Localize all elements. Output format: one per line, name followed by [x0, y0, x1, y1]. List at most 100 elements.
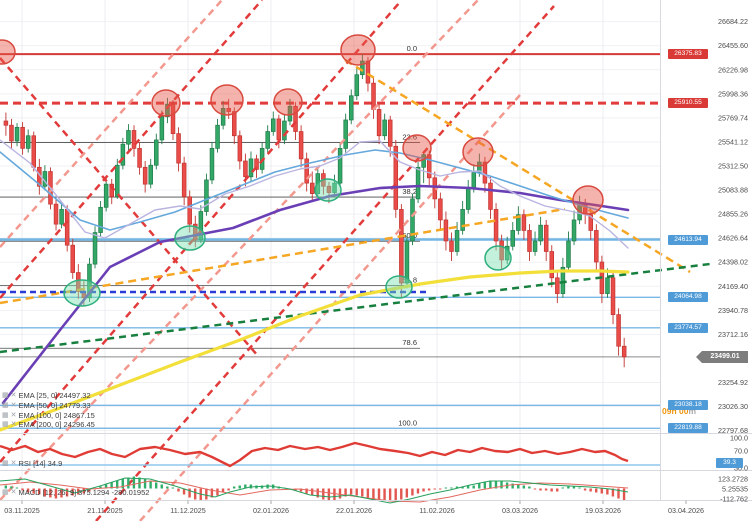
support-price-tag[interactable]: 24064.98 [668, 292, 708, 303]
swing-high-circle[interactable] [210, 84, 244, 116]
trendline-layer [0, 0, 711, 521]
support-price-tag[interactable]: 23774.57 [668, 322, 708, 333]
legend-row-rsi: ▦ ✕ RSI [14] 34.9 [2, 458, 62, 468]
swing-high-circle[interactable] [273, 88, 303, 116]
separator-layer [0, 0, 752, 501]
ema-100-line [1, 184, 630, 405]
axis-tick-label: 23026.30 [718, 402, 748, 411]
support-price-tag[interactable]: 23038.18 [668, 400, 708, 411]
time-axis[interactable]: 03.11.2025 21.11.2025 11.12.2025 02.01.2026… [4, 500, 704, 516]
swing-high-circle[interactable] [572, 185, 604, 215]
fib-label: 78.6 [402, 338, 417, 347]
descending-red[interactable] [0, 57, 259, 357]
rsi-line [0, 441, 629, 468]
axis-tick-label: 25769.74 [718, 113, 748, 122]
ema-50-line [0, 149, 629, 231]
axis-tick-label: 24626.64 [718, 234, 748, 243]
close-icon[interactable]: ✕ [10, 401, 17, 409]
candle-countdown: 09h 00m [662, 406, 697, 416]
legend-row-ema-200: ▦ ✕ EMA [200, 0] 24296.45 [2, 419, 95, 429]
axis-tick-label: 26226.98 [718, 65, 748, 74]
date-label: 21.11.2025 [87, 506, 122, 515]
date-label: 19.03.2026 [585, 506, 621, 515]
swing-low-circle[interactable] [385, 275, 413, 299]
axis-tick-label: 25312.50 [718, 162, 748, 171]
price-axis[interactable]: 26684.22 26455.60 26226.98 25998.36 25769.74… [718, 17, 748, 503]
swing-high-circle[interactable] [0, 39, 16, 65]
support-price-tag[interactable]: 22819.88 [668, 423, 708, 434]
close-icon[interactable]: ✕ [10, 420, 17, 428]
fib-label: 0.0 [407, 44, 417, 53]
legend-row-ema-50: ▦ ✕ EMA [50, 0] 24779.33 [2, 400, 91, 410]
ascending-red-3[interactable] [95, 5, 555, 521]
resistance-price-tag[interactable]: 25910.55 [668, 98, 708, 109]
grid-icon: ▦ [2, 401, 9, 409]
axis-tick-label: 25541.12 [718, 137, 748, 146]
swing-high-circle[interactable] [340, 34, 376, 66]
current-price-tag[interactable]: 23499.01 [696, 350, 748, 363]
date-label: 11.02.2026 [419, 506, 454, 515]
swing-low-circle[interactable] [63, 279, 101, 307]
axis-tick-label: 22797.68 [718, 426, 748, 435]
date-label: 03.04.2026 [668, 506, 704, 515]
swing-marker-layer [0, 34, 604, 307]
descending-orange[interactable] [344, 58, 691, 274]
grid-icon: ▦ [2, 391, 9, 399]
ema-25-line [0, 139, 629, 249]
ema-100-label: EMA [100, 0] 24867.15 [18, 410, 95, 420]
legend-row-macd: ▦ ✕ MACD [12, 26, 9] 375.1294 -280.01952 [2, 487, 149, 497]
grid-icon: ▦ [2, 411, 9, 419]
swing-low-circle[interactable] [484, 245, 512, 271]
ascending-red-1[interactable] [0, 0, 263, 299]
axis-tick-label: 30.0 [734, 464, 748, 473]
price-levels-layer [0, 53, 660, 429]
macd-label: MACD [12, 26, 9] 375.1294 -280.01952 [18, 487, 150, 497]
grid-icon: ▦ [2, 488, 9, 496]
ema-50-label: EMA [50, 0] 24779.33 [18, 400, 91, 410]
swing-high-circle[interactable] [402, 134, 432, 162]
ema-200-label: EMA [200, 0] 24296.45 [18, 419, 95, 429]
date-label: 02.01.2026 [253, 506, 289, 515]
axis-tick-label: 25083.88 [718, 186, 748, 195]
ema-200-line [0, 269, 630, 432]
date-label: 03.11.2025 [4, 506, 39, 515]
axis-tick-label: 26684.22 [718, 17, 748, 26]
axis-tick-label: 23712.16 [718, 330, 748, 339]
swing-high-circle[interactable] [151, 89, 181, 117]
date-label: 22.01.2026 [336, 506, 372, 515]
grid-layer [0, 0, 660, 500]
rsi-value-tag[interactable]: 39.3 [716, 458, 743, 468]
ascending-salmon-2[interactable] [0, 0, 479, 501]
fib-label: 100.0 [398, 418, 417, 427]
axis-tick-label: 123.2728 [718, 475, 748, 484]
close-icon[interactable]: ✕ [10, 411, 17, 419]
rsi-pane [0, 441, 660, 468]
candlestick-layer [3, 54, 627, 368]
close-icon[interactable]: ✕ [10, 459, 17, 467]
fib-label: 38.2 [402, 187, 417, 196]
axis-tick-label: 24398.02 [718, 258, 748, 267]
swing-low-circle[interactable] [314, 178, 342, 202]
support-price-tag[interactable]: 24613.94 [668, 234, 708, 245]
date-label: 11.12.2025 [170, 506, 205, 515]
close-icon[interactable]: ✕ [10, 391, 17, 399]
macd-main-line [0, 477, 629, 504]
legend-row-ema-25: ▦ ✕ EMA [25, 0] 24497.32 [2, 390, 91, 400]
axis-tick-label: 24169.40 [718, 282, 748, 291]
swing-high-circle[interactable] [462, 137, 494, 167]
axis-tick-label: 23254.92 [718, 378, 748, 387]
axis-tick-label: 23940.78 [718, 306, 748, 315]
axis-tick-label: 100.0 [730, 434, 748, 443]
resistance-price-tag[interactable]: 26375.83 [668, 49, 708, 60]
close-icon[interactable]: ✕ [10, 488, 17, 496]
ascending-salmon-1[interactable] [0, 0, 223, 248]
date-label: 03.03.2026 [502, 506, 538, 515]
ascending-red-2[interactable] [0, 1, 401, 463]
axis-tick-label: -112.762 [720, 495, 748, 504]
rsi-label: RSI [14] 34.9 [18, 458, 63, 468]
swing-low-circle[interactable] [174, 225, 206, 251]
grid-icon: ▦ [2, 420, 9, 428]
moving-average-layer [0, 139, 630, 432]
